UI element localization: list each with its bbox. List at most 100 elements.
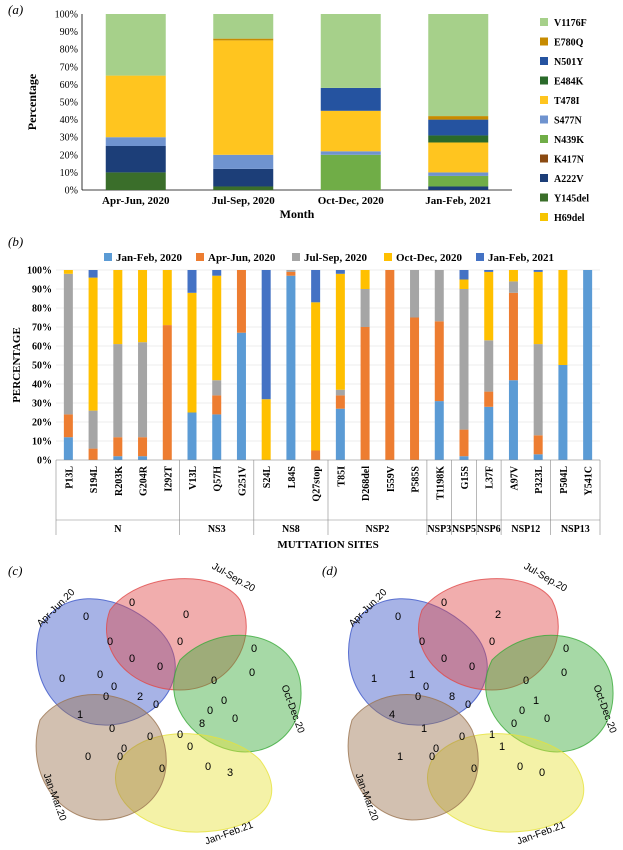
bar-segment [213,40,274,155]
venn-count: 0 [433,743,439,755]
venn-count: 0 [465,699,471,711]
bar-segment [286,271,296,276]
venn-count: 0 [539,767,545,779]
bar-segment [558,365,568,460]
venn-count: 0 [221,695,227,707]
venn-count: 0 [83,611,89,623]
bar-segment [410,270,420,318]
venn-count: 0 [544,713,550,725]
bar-segment [320,14,381,88]
x-tick-label: P504L [559,466,570,494]
x-tick-label: Jan-Feb, 2021 [425,195,491,207]
venn-count: 1 [533,695,539,707]
y-tick-label: 40% [32,380,52,391]
y-tick-label: 0% [65,186,78,197]
legend-swatch [104,253,112,261]
venn-count: 0 [251,643,257,655]
bar-segment [320,154,381,190]
legend-swatch [540,154,548,163]
legend-label: Y145del [554,194,589,205]
legend-swatch [540,18,548,26]
bar-segment [213,14,274,39]
y-tick-label: 70% [32,323,52,334]
group-label: NSP6 [477,524,501,535]
legend-swatch [540,174,548,182]
panel-label-d: (d) [322,563,338,578]
venn-set-shape [348,598,488,726]
legend-label: N501Y [554,57,584,68]
bar-segment [533,344,543,436]
legend-label: S477N [554,116,583,127]
venn-count: 0 [177,636,183,648]
bar-segment [213,168,274,187]
y-tick-label: 20% [60,150,78,161]
venn-count: 0 [429,751,435,763]
bar-segment [187,412,197,460]
venn-count: 8 [449,691,455,703]
bar-segment [162,270,172,326]
x-axis-title: Month [280,207,315,221]
bar-segment [533,454,543,460]
y-tick-label: 100% [55,10,78,21]
bar-segment [428,116,489,120]
y-tick-label: 10% [32,437,52,448]
venn-count: 0 [563,643,569,655]
bar-segment [385,270,395,460]
bar-segment [434,401,444,460]
venn-count: 0 [129,653,135,665]
legend-label: E484K [554,77,584,88]
bar-segment [213,154,274,169]
venn-count: 0 [459,731,465,743]
venn-count: 1 [489,729,495,741]
venn-count: 0 [85,751,91,763]
x-tick-label: P13L [64,466,75,489]
y-tick-label: 10% [60,168,78,179]
legend: V1176F E780Q N501Y E484K T478I S477N N439K K417… [540,18,589,224]
venn-count: 2 [137,691,143,703]
bar-segment [162,325,172,460]
venn-count: 1 [421,723,427,735]
bar-segment [558,270,568,365]
y-tick-label: 20% [32,418,52,429]
bar-segment [63,270,73,274]
bar-segment [533,271,543,345]
legend-swatch [540,135,548,143]
bar-segment [428,119,489,136]
group-label: N [114,524,122,535]
bar-segment [484,340,494,392]
bar-segment [410,317,420,460]
bar-segment [428,14,489,117]
x-tick-label: T1198K [435,466,446,500]
bar-segment [212,270,222,276]
x-tick-label: G204R [139,465,150,496]
venn-count: 0 [511,718,517,730]
legend-swatch [540,213,548,221]
bar-segment [428,142,489,173]
y-tick-label: 70% [60,62,78,73]
bar-segment [360,270,370,289]
bar-segment [138,456,148,460]
group-label: NS8 [282,524,300,535]
venn-count: 0 [153,699,159,711]
venn-count: 0 [147,731,153,743]
venn-set-shape [114,733,273,833]
bar-segment [212,395,222,415]
bar-segment [335,270,345,274]
legend-swatch [540,96,548,104]
bar-segment [335,389,345,396]
venn-set-shape [173,634,302,753]
chart-a: 0% 10% 20% 30% 40% 50% 60% 70% 80% 90% 100% Percent… [25,10,589,225]
y-tick-label: 40% [60,115,78,126]
bar-segment [459,279,469,289]
venn-count: 1 [409,669,415,681]
x-tick-label: A97V [509,465,520,490]
venn-count: 1 [77,709,83,721]
venn-set-shape [106,578,247,691]
x-tick-label: T85I [336,466,347,487]
bar-segment [459,289,469,430]
bar-segment [113,270,123,345]
x-tick-label: G251V [237,465,248,496]
venn-c: Apr-Jun.20Jul-Sep.20Oct-Dec.20Jan-Feb.21… [35,561,306,847]
venn-count: 0 [519,705,525,717]
